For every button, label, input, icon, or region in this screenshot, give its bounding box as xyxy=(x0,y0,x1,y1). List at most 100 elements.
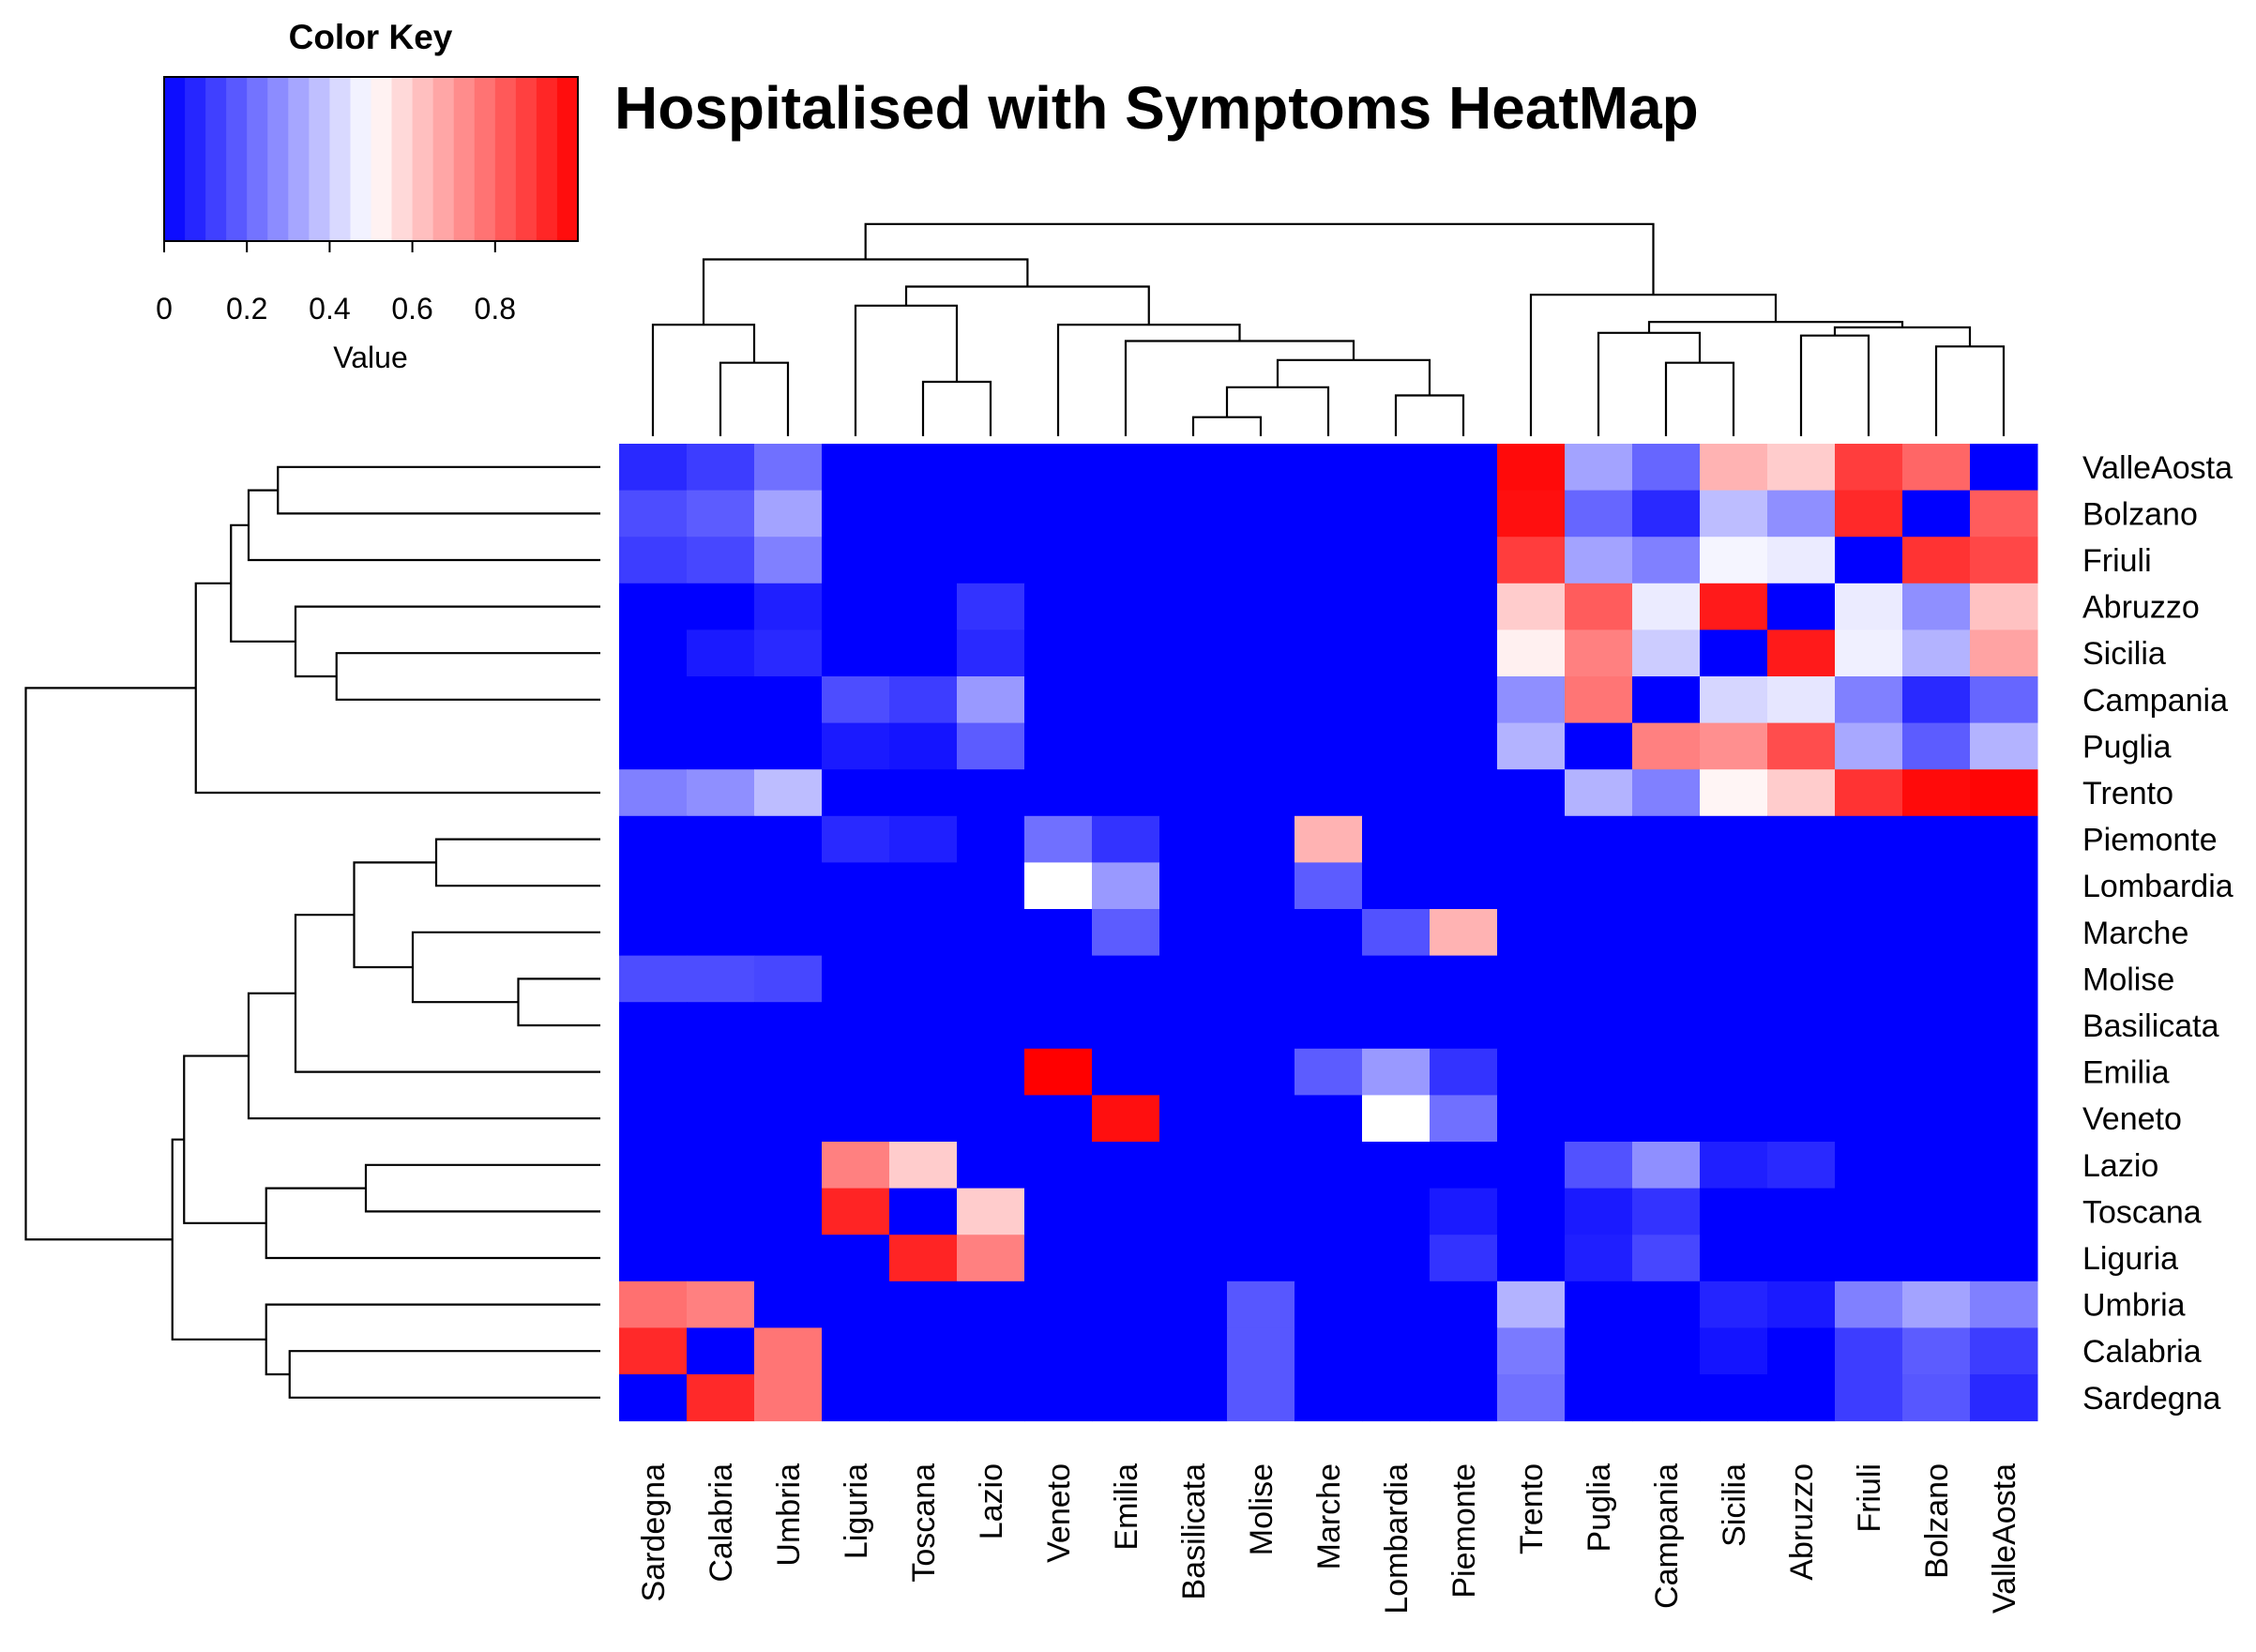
heatmap-cell xyxy=(1632,1374,1701,1422)
heatmap-cell xyxy=(957,583,1025,630)
heatmap-cell xyxy=(1024,490,1093,538)
heatmap-cell xyxy=(822,1142,890,1190)
column-label: Marche xyxy=(1311,1463,1347,1569)
heatmap-cell xyxy=(822,1327,890,1375)
heatmap-cell xyxy=(1835,862,1903,910)
heatmap-cell xyxy=(1970,676,2038,724)
heatmap-cell xyxy=(1295,1374,1363,1422)
heatmap-cell xyxy=(1295,537,1363,584)
dendrogram-branch xyxy=(294,605,600,678)
heatmap-cell xyxy=(1227,1095,1295,1143)
heatmap-cell xyxy=(687,1142,755,1190)
heatmap-cell xyxy=(1295,1048,1363,1096)
heatmap-cell xyxy=(1902,769,1971,817)
column-label: Abruzzo xyxy=(1784,1463,1820,1581)
heatmap-cell xyxy=(1767,1048,1836,1096)
heatmap-cell xyxy=(1362,490,1431,538)
heatmap-cell xyxy=(1902,1142,1971,1190)
heatmap-cell xyxy=(1295,444,1363,492)
heatmap-cell xyxy=(754,862,823,910)
heatmap-cell xyxy=(1497,444,1566,492)
heatmap-cell xyxy=(619,1095,688,1143)
column-label: Bolzano xyxy=(1919,1463,1955,1579)
heatmap-cell xyxy=(957,769,1025,817)
heatmap-cell xyxy=(1497,1235,1566,1282)
row-label: Puglia xyxy=(2082,729,2172,765)
heatmap-cell xyxy=(687,1188,755,1235)
heatmap-cell xyxy=(1565,629,1633,677)
row-label: Lombardia xyxy=(2082,869,2233,904)
dendrogram-branch xyxy=(1124,340,1355,436)
heatmap-cell xyxy=(1295,1188,1363,1235)
heatmap-cell xyxy=(957,1281,1025,1328)
heatmap-cell xyxy=(754,1374,823,1422)
heatmap-cell xyxy=(1092,909,1160,957)
heatmap-cell xyxy=(1565,676,1633,724)
heatmap-cell xyxy=(1497,1048,1566,1096)
heatmap-cell xyxy=(619,955,688,1003)
heatmap-cell xyxy=(1497,1188,1566,1235)
dendrogram-branch xyxy=(1833,326,1972,347)
heatmap-cell xyxy=(822,629,890,677)
row-label: Calabria xyxy=(2082,1334,2202,1370)
heatmap-cell xyxy=(619,722,688,770)
heatmap-cell xyxy=(1970,1095,2038,1143)
heatmap-cell xyxy=(1970,769,2038,817)
heatmap-cell xyxy=(1295,583,1363,630)
heatmap-cell xyxy=(1565,955,1633,1003)
heatmap-cell xyxy=(1565,722,1633,770)
color-key-bin xyxy=(474,77,496,241)
heatmap-cell xyxy=(1159,722,1228,770)
row-label: Molise xyxy=(2082,962,2174,997)
heatmap-cell xyxy=(1902,1327,1971,1375)
color-key-bin xyxy=(247,77,268,241)
column-label: Sardegna xyxy=(636,1463,672,1602)
heatmap-cell xyxy=(1159,909,1228,957)
heatmap-cell xyxy=(1024,537,1093,584)
heatmap-cell xyxy=(1767,1142,1836,1190)
heatmap-cell xyxy=(1497,629,1566,677)
heatmap-cell xyxy=(1227,537,1295,584)
heatmap-cell xyxy=(1497,909,1566,957)
heatmap-cell xyxy=(1159,1235,1228,1282)
row-label: Friuli xyxy=(2082,543,2152,579)
heatmap-cell xyxy=(957,537,1025,584)
heatmap-cell xyxy=(1227,909,1295,957)
heatmap-cell xyxy=(1159,1048,1228,1096)
heatmap-cell xyxy=(619,444,688,492)
heatmap-cell xyxy=(1970,444,2038,492)
heatmap-cell xyxy=(889,1281,958,1328)
heatmap-cell xyxy=(1902,1048,1971,1096)
heatmap-cell xyxy=(1159,537,1228,584)
heatmap-cell xyxy=(1767,1095,1836,1143)
heatmap-cell xyxy=(619,1142,688,1190)
heatmap-cell xyxy=(1430,490,1498,538)
heatmap-cell xyxy=(1159,1327,1228,1375)
heatmap-cell xyxy=(1362,1188,1431,1235)
dendrogram-branch xyxy=(517,978,600,1027)
heatmap-cell xyxy=(1902,1002,1971,1050)
color-key-title: Color Key xyxy=(289,18,453,56)
heatmap-cell xyxy=(1430,1281,1498,1328)
heatmap-cell xyxy=(1092,722,1160,770)
row-label: Basilicata xyxy=(2082,1008,2219,1044)
heatmap-cell xyxy=(619,769,688,817)
heatmap-cell xyxy=(687,1048,755,1096)
heatmap-cell xyxy=(619,862,688,910)
heatmap-cell xyxy=(619,537,688,584)
heatmap-cell xyxy=(754,1002,823,1050)
dendrogram-branch xyxy=(265,1303,600,1376)
heatmap-cell xyxy=(619,629,688,677)
heatmap-cell xyxy=(1565,1048,1633,1096)
row-label: Marche xyxy=(2082,916,2188,951)
heatmap-cell xyxy=(822,815,890,863)
row-label: Piemonte xyxy=(2082,823,2218,858)
heatmap-cell xyxy=(1632,444,1701,492)
heatmap-cell xyxy=(1024,955,1093,1003)
heatmap-cell xyxy=(1835,1002,1903,1050)
heatmap-cell xyxy=(1227,629,1295,677)
color-key-bin xyxy=(371,77,393,241)
heatmap-cell xyxy=(1767,1002,1836,1050)
heatmap-cell xyxy=(1430,1048,1498,1096)
heatmap-cell xyxy=(1430,629,1498,677)
